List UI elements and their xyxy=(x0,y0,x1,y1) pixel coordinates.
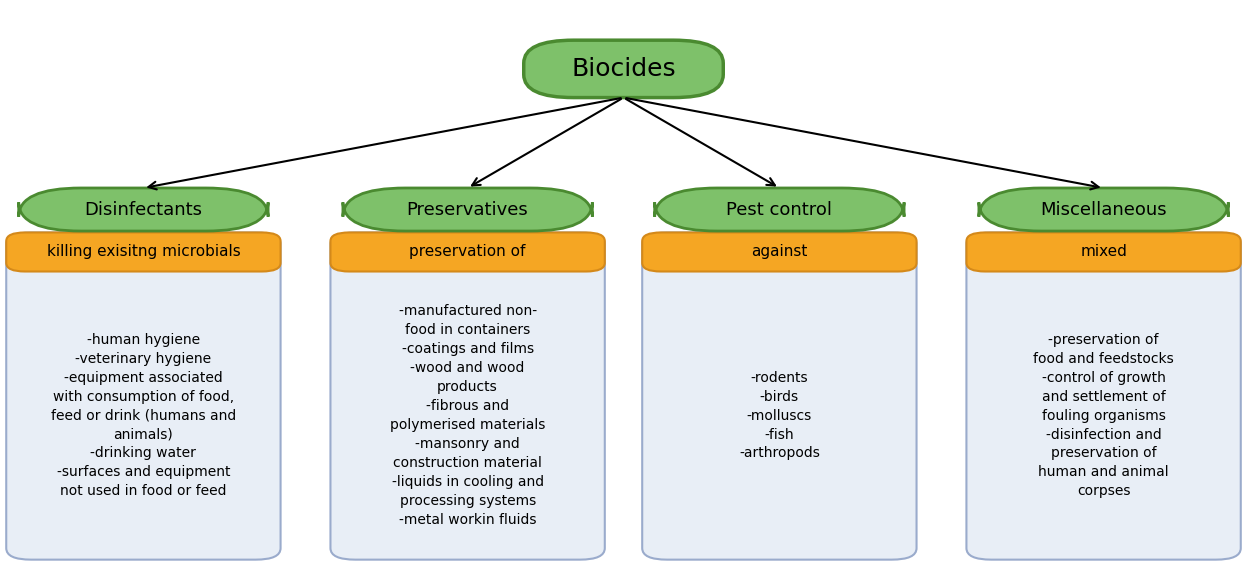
Text: killing exisitng microbials: killing exisitng microbials xyxy=(46,245,241,259)
Text: Biocides: Biocides xyxy=(571,57,676,81)
FancyBboxPatch shape xyxy=(979,188,1228,231)
FancyBboxPatch shape xyxy=(966,232,1241,272)
Text: preservation of: preservation of xyxy=(409,245,526,259)
FancyBboxPatch shape xyxy=(330,232,605,560)
FancyBboxPatch shape xyxy=(966,232,1241,560)
FancyBboxPatch shape xyxy=(655,188,904,231)
Text: Disinfectants: Disinfectants xyxy=(85,200,202,219)
FancyBboxPatch shape xyxy=(19,188,268,231)
Text: Pest control: Pest control xyxy=(726,200,833,219)
Text: mixed: mixed xyxy=(1080,245,1127,259)
FancyBboxPatch shape xyxy=(6,232,281,272)
Text: against: against xyxy=(751,245,808,259)
Text: Miscellaneous: Miscellaneous xyxy=(1040,200,1167,219)
Text: -human hygiene
-veterinary hygiene
-equipment associated
with consumption of foo: -human hygiene -veterinary hygiene -equi… xyxy=(51,333,236,498)
FancyBboxPatch shape xyxy=(642,232,917,560)
FancyBboxPatch shape xyxy=(330,232,605,272)
Text: -preservation of
food and feedstocks
-control of growth
and settlement of
foulin: -preservation of food and feedstocks -co… xyxy=(1034,333,1173,498)
FancyBboxPatch shape xyxy=(524,40,723,98)
Text: -rodents
-birds
-molluscs
-fish
-arthropods: -rodents -birds -molluscs -fish -arthrop… xyxy=(739,371,819,460)
FancyBboxPatch shape xyxy=(642,232,917,272)
FancyBboxPatch shape xyxy=(343,188,592,231)
FancyBboxPatch shape xyxy=(6,232,281,560)
Text: -manufactured non-
food in containers
-coatings and films
-wood and wood
product: -manufactured non- food in containers -c… xyxy=(390,304,545,527)
Text: Preservatives: Preservatives xyxy=(407,200,529,219)
